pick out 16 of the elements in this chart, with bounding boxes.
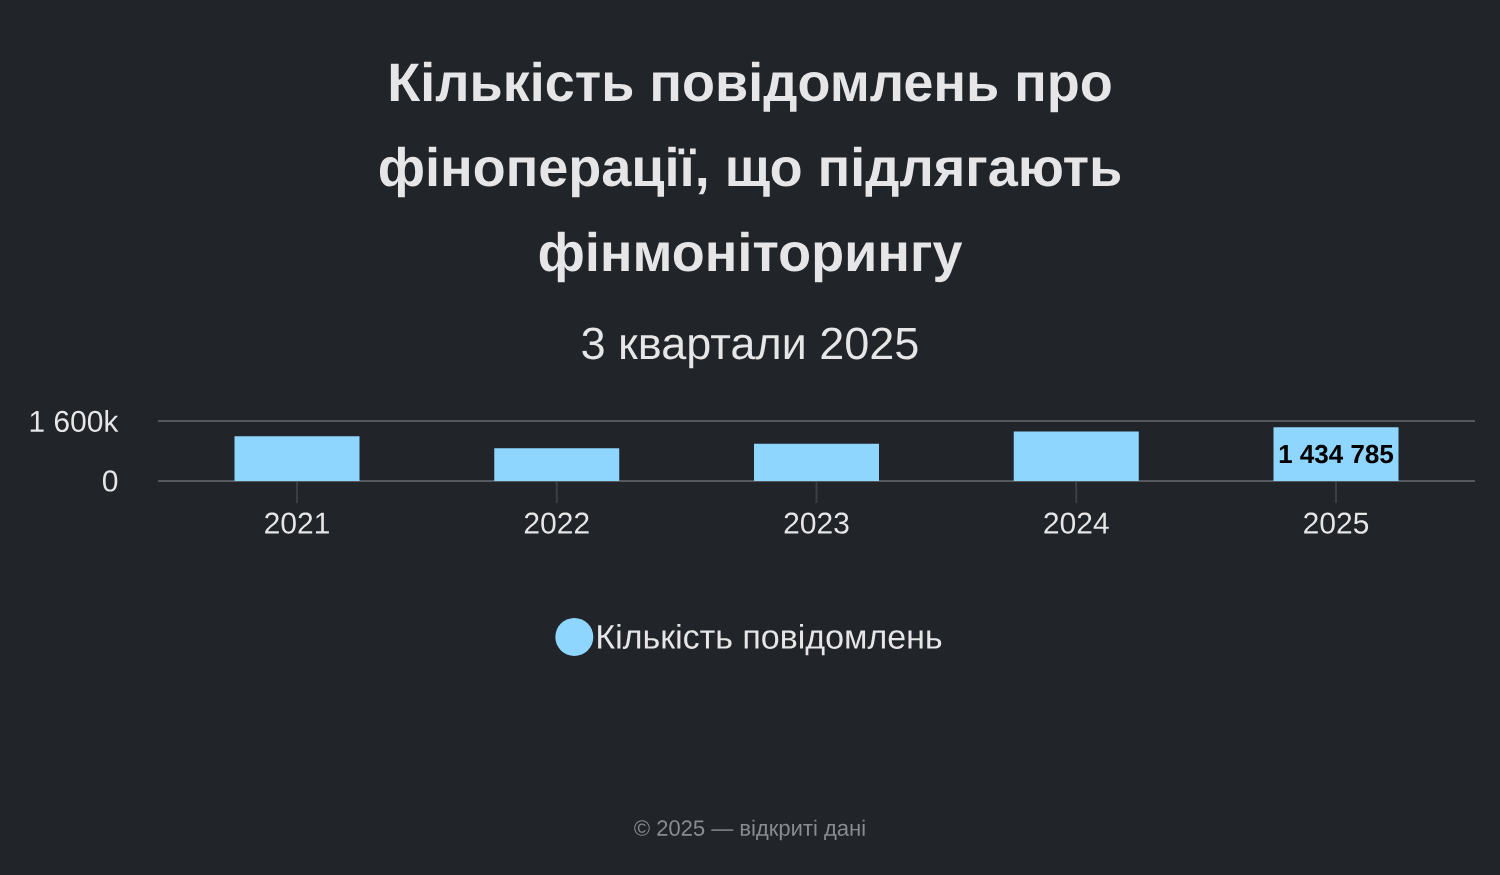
chart-title: Кількість повідомлень про фіноперації, що підлягають фінмоніторингу	[379, 61, 1121, 283]
x-tick-label: 2021	[265, 512, 329, 534]
bar	[494, 448, 620, 481]
y-tick-label: 1 600k	[30, 409, 119, 433]
x-tick-label: 2025	[1304, 512, 1369, 534]
bar	[1013, 431, 1139, 481]
chart-subtitle: 3 квартали 2025	[582, 327, 918, 369]
text: © 2025 — відкриті дані	[634, 819, 865, 841]
bar	[234, 436, 360, 481]
legend-label: Кількість повідомлень	[598, 623, 942, 656]
x-tick-label: 2023	[784, 512, 849, 534]
bar	[754, 443, 880, 481]
y-tick-label: 0	[102, 470, 118, 492]
data-label: 1 434 785	[1279, 444, 1394, 464]
x-tick-label: 2024	[1044, 512, 1109, 534]
x-tick-label: 2022	[524, 512, 589, 534]
